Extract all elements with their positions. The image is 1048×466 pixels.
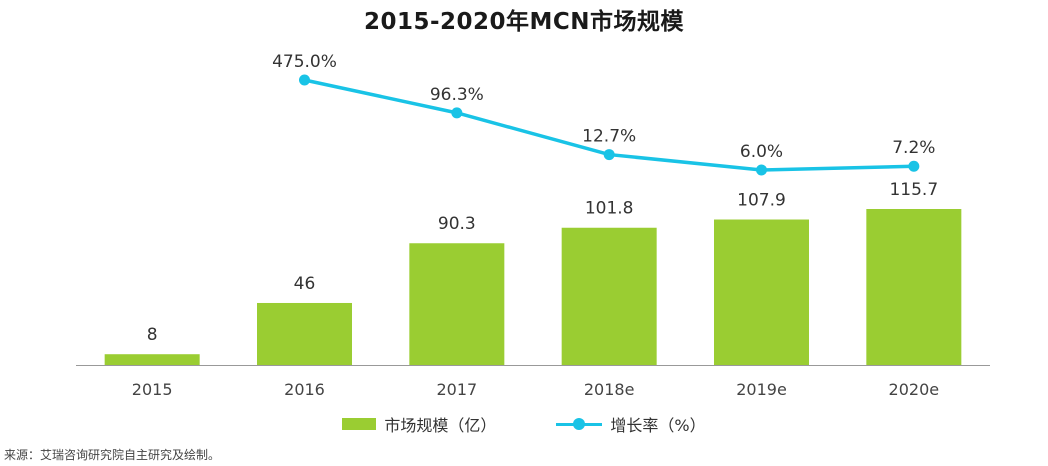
growth-point-2017 xyxy=(451,107,463,119)
growth-point-2020e xyxy=(908,160,920,172)
legend-label-market-size: 市场规模（亿） xyxy=(384,416,497,435)
bars-layer xyxy=(104,209,962,365)
chart-canvas: 8 46 90.3 101.8 107.9 115.7 2015 2016 2017 2018e… xyxy=(76,52,990,399)
legend-bar-swatch xyxy=(342,418,377,430)
bar-2018e xyxy=(561,227,657,365)
x-tick-label: 2016 xyxy=(284,380,325,399)
growth-value-label: 12.7% xyxy=(582,127,636,147)
bar-value-label: 101.8 xyxy=(585,199,634,219)
legend: 市场规模（亿） 增长率（%） xyxy=(0,412,1048,436)
legend-item-growth: 增长率（%） xyxy=(556,412,706,436)
growth-value-label: 7.2% xyxy=(892,138,935,158)
bar-2019e xyxy=(714,219,809,365)
bar-labels-layer: 8 46 90.3 101.8 107.9 115.7 xyxy=(147,180,938,345)
x-axis: 2015 2016 2017 2018e 2019e 2020e xyxy=(76,365,990,399)
legend-line-swatch xyxy=(556,418,603,430)
bar-value-label: 46 xyxy=(294,274,316,294)
bar-value-label: 107.9 xyxy=(737,191,786,211)
growth-point-2018e xyxy=(603,149,615,161)
legend-label-growth: 增长率（%） xyxy=(610,416,706,435)
growth-value-label: 475.0% xyxy=(272,52,337,72)
x-tick-label: 2017 xyxy=(436,380,477,399)
source-note: 来源：艾瑞咨询研究院自主研究及绘制。 xyxy=(4,448,221,462)
growth-value-label: 96.3% xyxy=(430,85,484,105)
growth-labels-layer: 475.0% 96.3% 12.7% 6.0% 7.2% xyxy=(272,52,935,162)
growth-point-2016 xyxy=(299,74,310,86)
x-tick-label: 2019e xyxy=(736,380,787,399)
x-tick-label: 2018e xyxy=(584,380,635,399)
chart-title: 2015-2020年MCN市场规模 xyxy=(363,9,685,35)
bar-value-label: 8 xyxy=(147,325,158,345)
x-tick-label: 2015 xyxy=(132,380,173,399)
bar-value-label: 115.7 xyxy=(889,180,938,200)
bar-2016 xyxy=(257,302,352,365)
bar-value-label: 90.3 xyxy=(438,214,476,234)
growth-line-layer xyxy=(299,74,920,176)
growth-value-label: 6.0% xyxy=(740,142,783,162)
x-tick-label: 2020e xyxy=(889,380,940,399)
legend-item-market-size: 市场规模（亿） xyxy=(342,412,496,436)
bar-2020e xyxy=(866,209,962,365)
growth-point-2019e xyxy=(756,164,767,176)
bar-2015 xyxy=(104,354,200,365)
bar-2017 xyxy=(409,243,505,365)
